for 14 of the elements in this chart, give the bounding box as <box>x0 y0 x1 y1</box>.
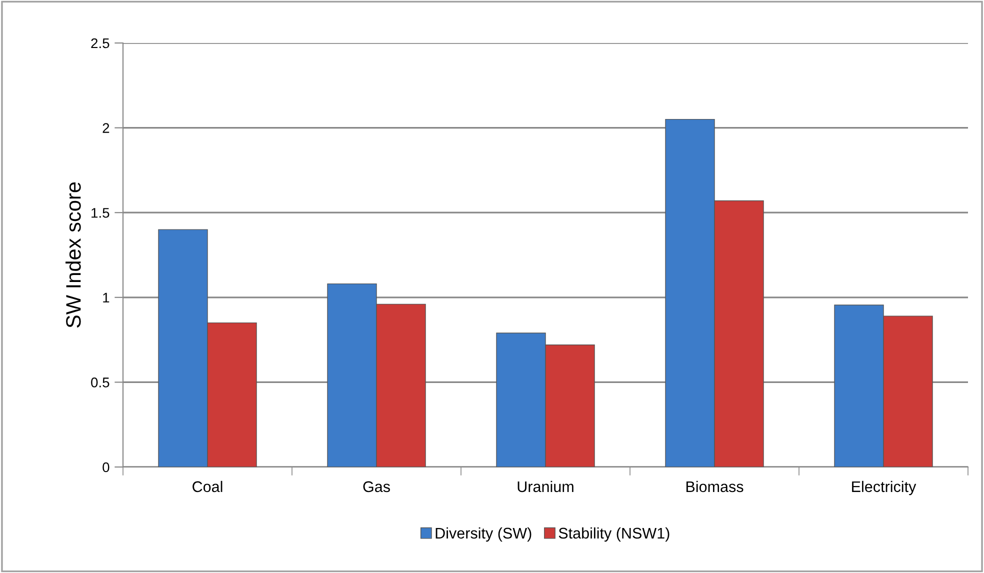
y-tick-label: 1 <box>103 292 110 302</box>
legend-label: Stability (NSW1) <box>558 527 670 542</box>
y-axis-title: SW Index score <box>66 182 81 328</box>
y-tick-label: 2.5 <box>91 38 110 48</box>
y-tick-label: 2 <box>102 123 110 133</box>
x-tick-label: Electricity <box>852 480 916 496</box>
x-tick-label: Coal <box>192 480 222 492</box>
x-tick-label: Biomass <box>686 480 744 492</box>
y-tick-label: 0.5 <box>91 378 110 388</box>
legend-label: Diversity (SW) <box>436 527 532 542</box>
y-tick-label: 0 <box>102 462 110 472</box>
y-tick-label: 1.5 <box>92 208 110 218</box>
x-tick-label: Gas <box>363 481 390 492</box>
x-tick-label: Uranium <box>518 480 574 492</box>
